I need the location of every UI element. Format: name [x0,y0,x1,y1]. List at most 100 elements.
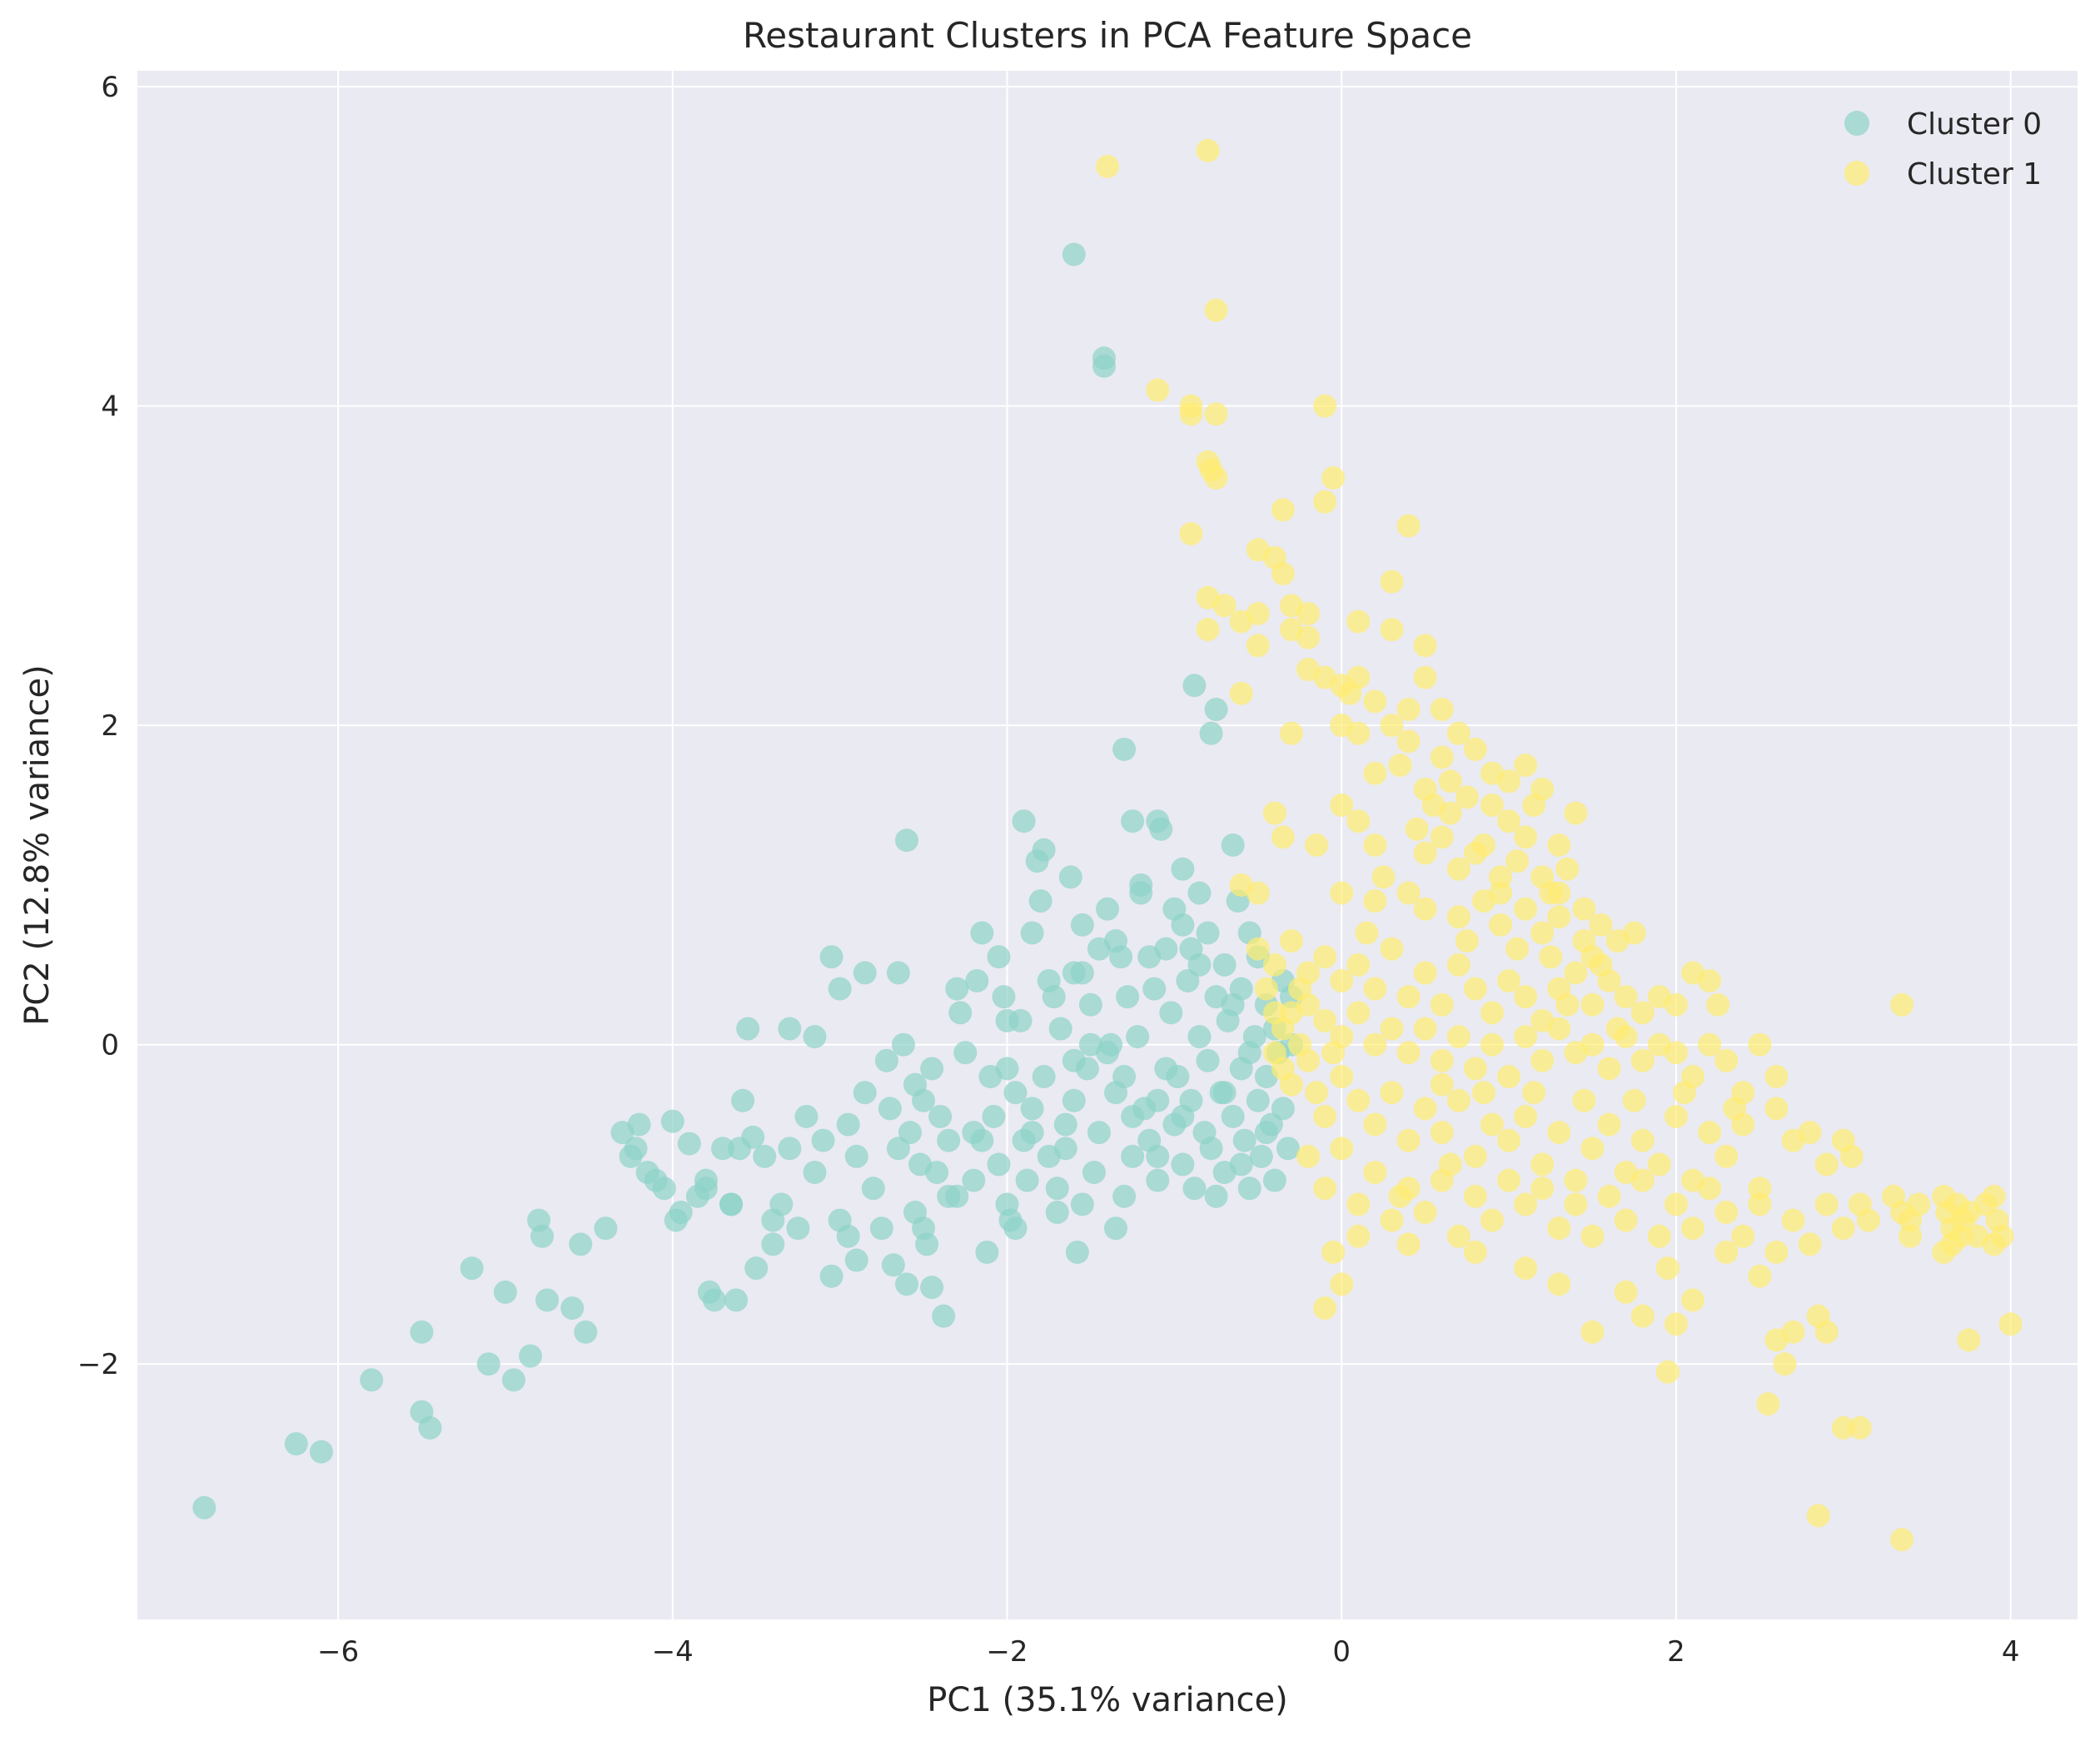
data-point [1062,242,1086,266]
data-point [1028,889,1052,913]
data-point [1463,737,1487,761]
data-point [1572,1088,1596,1112]
data-point [761,1232,785,1256]
data-point [660,1109,684,1133]
data-point [1764,1240,1789,1264]
data-point [1182,1176,1207,1201]
data-point [1112,1065,1137,1089]
y-axis-label: PC2 (12.8% variance) [18,664,57,1025]
series-1 [1096,138,2023,1552]
data-point [1564,961,1588,985]
data-point [1346,1192,1371,1216]
data-point [652,1176,676,1201]
data-point [1396,1128,1421,1152]
data-point [1413,665,1437,689]
data-point [1271,825,1295,849]
data-point [1237,1041,1261,1065]
data-point [1430,698,1454,722]
x-axis-label: PC1 (35.1% variance) [927,1681,1287,1719]
data-point [1522,793,1546,818]
data-point [861,1176,885,1201]
data-point [1564,1168,1588,1192]
data-point [1664,992,1688,1017]
data-point [501,1368,525,1392]
data-point [1199,721,1223,745]
data-point [1580,1137,1605,1161]
data-point [1672,1081,1696,1105]
data-point [594,1216,618,1241]
data-point [1346,665,1371,689]
data-point [1438,769,1462,793]
data-point [1279,1072,1303,1097]
data-point [1099,1032,1123,1057]
data-point [1839,1144,1864,1168]
data-point [853,1081,877,1105]
y-tick-labels: −2 0 2 4 6 [77,71,119,1381]
data-point [731,1088,755,1112]
data-point [1497,769,1521,793]
data-point [819,1264,843,1288]
data-point [1998,1312,2023,1336]
data-point [1848,1415,1872,1440]
data-point [1597,1057,1621,1081]
data-point [1179,937,1203,961]
data-point [948,1001,973,1025]
data-point [410,1320,434,1344]
data-point [1547,1121,1571,1145]
data-point [1764,1065,1789,1089]
data-point [1630,1128,1655,1152]
data-point [1204,465,1228,490]
data-point [1514,897,1538,921]
data-point [309,1440,333,1464]
data-point [1020,1121,1044,1145]
data-point [1413,897,1437,921]
data-point [1630,1304,1655,1328]
data-point [1179,522,1203,546]
data-point [819,945,843,969]
data-point [1489,913,1513,937]
data-point [1664,1312,1688,1336]
data-point [1630,1168,1655,1192]
data-point [1321,1240,1346,1264]
data-point [1856,1208,1880,1232]
data-point [1279,929,1303,953]
data-point [1630,1001,1655,1025]
data-point [1246,937,1270,961]
data-point [1940,1232,1964,1256]
data-point [1313,1104,1337,1128]
data-point [1355,921,1379,945]
data-point [1748,1264,1772,1288]
data-point [925,1161,949,1185]
data-point [1698,968,1722,992]
data-point [836,1112,860,1137]
data-point [1446,857,1470,881]
data-point [1182,674,1207,698]
data-point [970,921,994,945]
data-point [1179,402,1203,426]
data-point [836,1224,860,1248]
data-point [1430,1072,1454,1097]
data-point [724,1288,749,1312]
data-point [1246,881,1270,905]
data-point [987,945,1011,969]
data-point [1664,1041,1688,1065]
data-point [1276,1137,1300,1161]
data-point [1363,1161,1387,1185]
data-point [1597,1112,1621,1137]
data-point [1129,881,1153,905]
data-point [1530,921,1555,945]
data-point [1764,1097,1789,1121]
data-point [1146,1144,1170,1168]
data-point [1831,1216,1855,1241]
data-point [1455,929,1479,953]
data-point [1396,698,1421,722]
data-point [677,1132,701,1156]
data-point [1480,1001,1504,1025]
data-point [1723,1097,1747,1121]
data-point [1497,1168,1521,1192]
data-point [1706,992,1730,1017]
data-point [1547,1017,1571,1041]
data-point [1062,1048,1086,1072]
data-point [937,1184,961,1208]
data-point [1121,809,1145,833]
